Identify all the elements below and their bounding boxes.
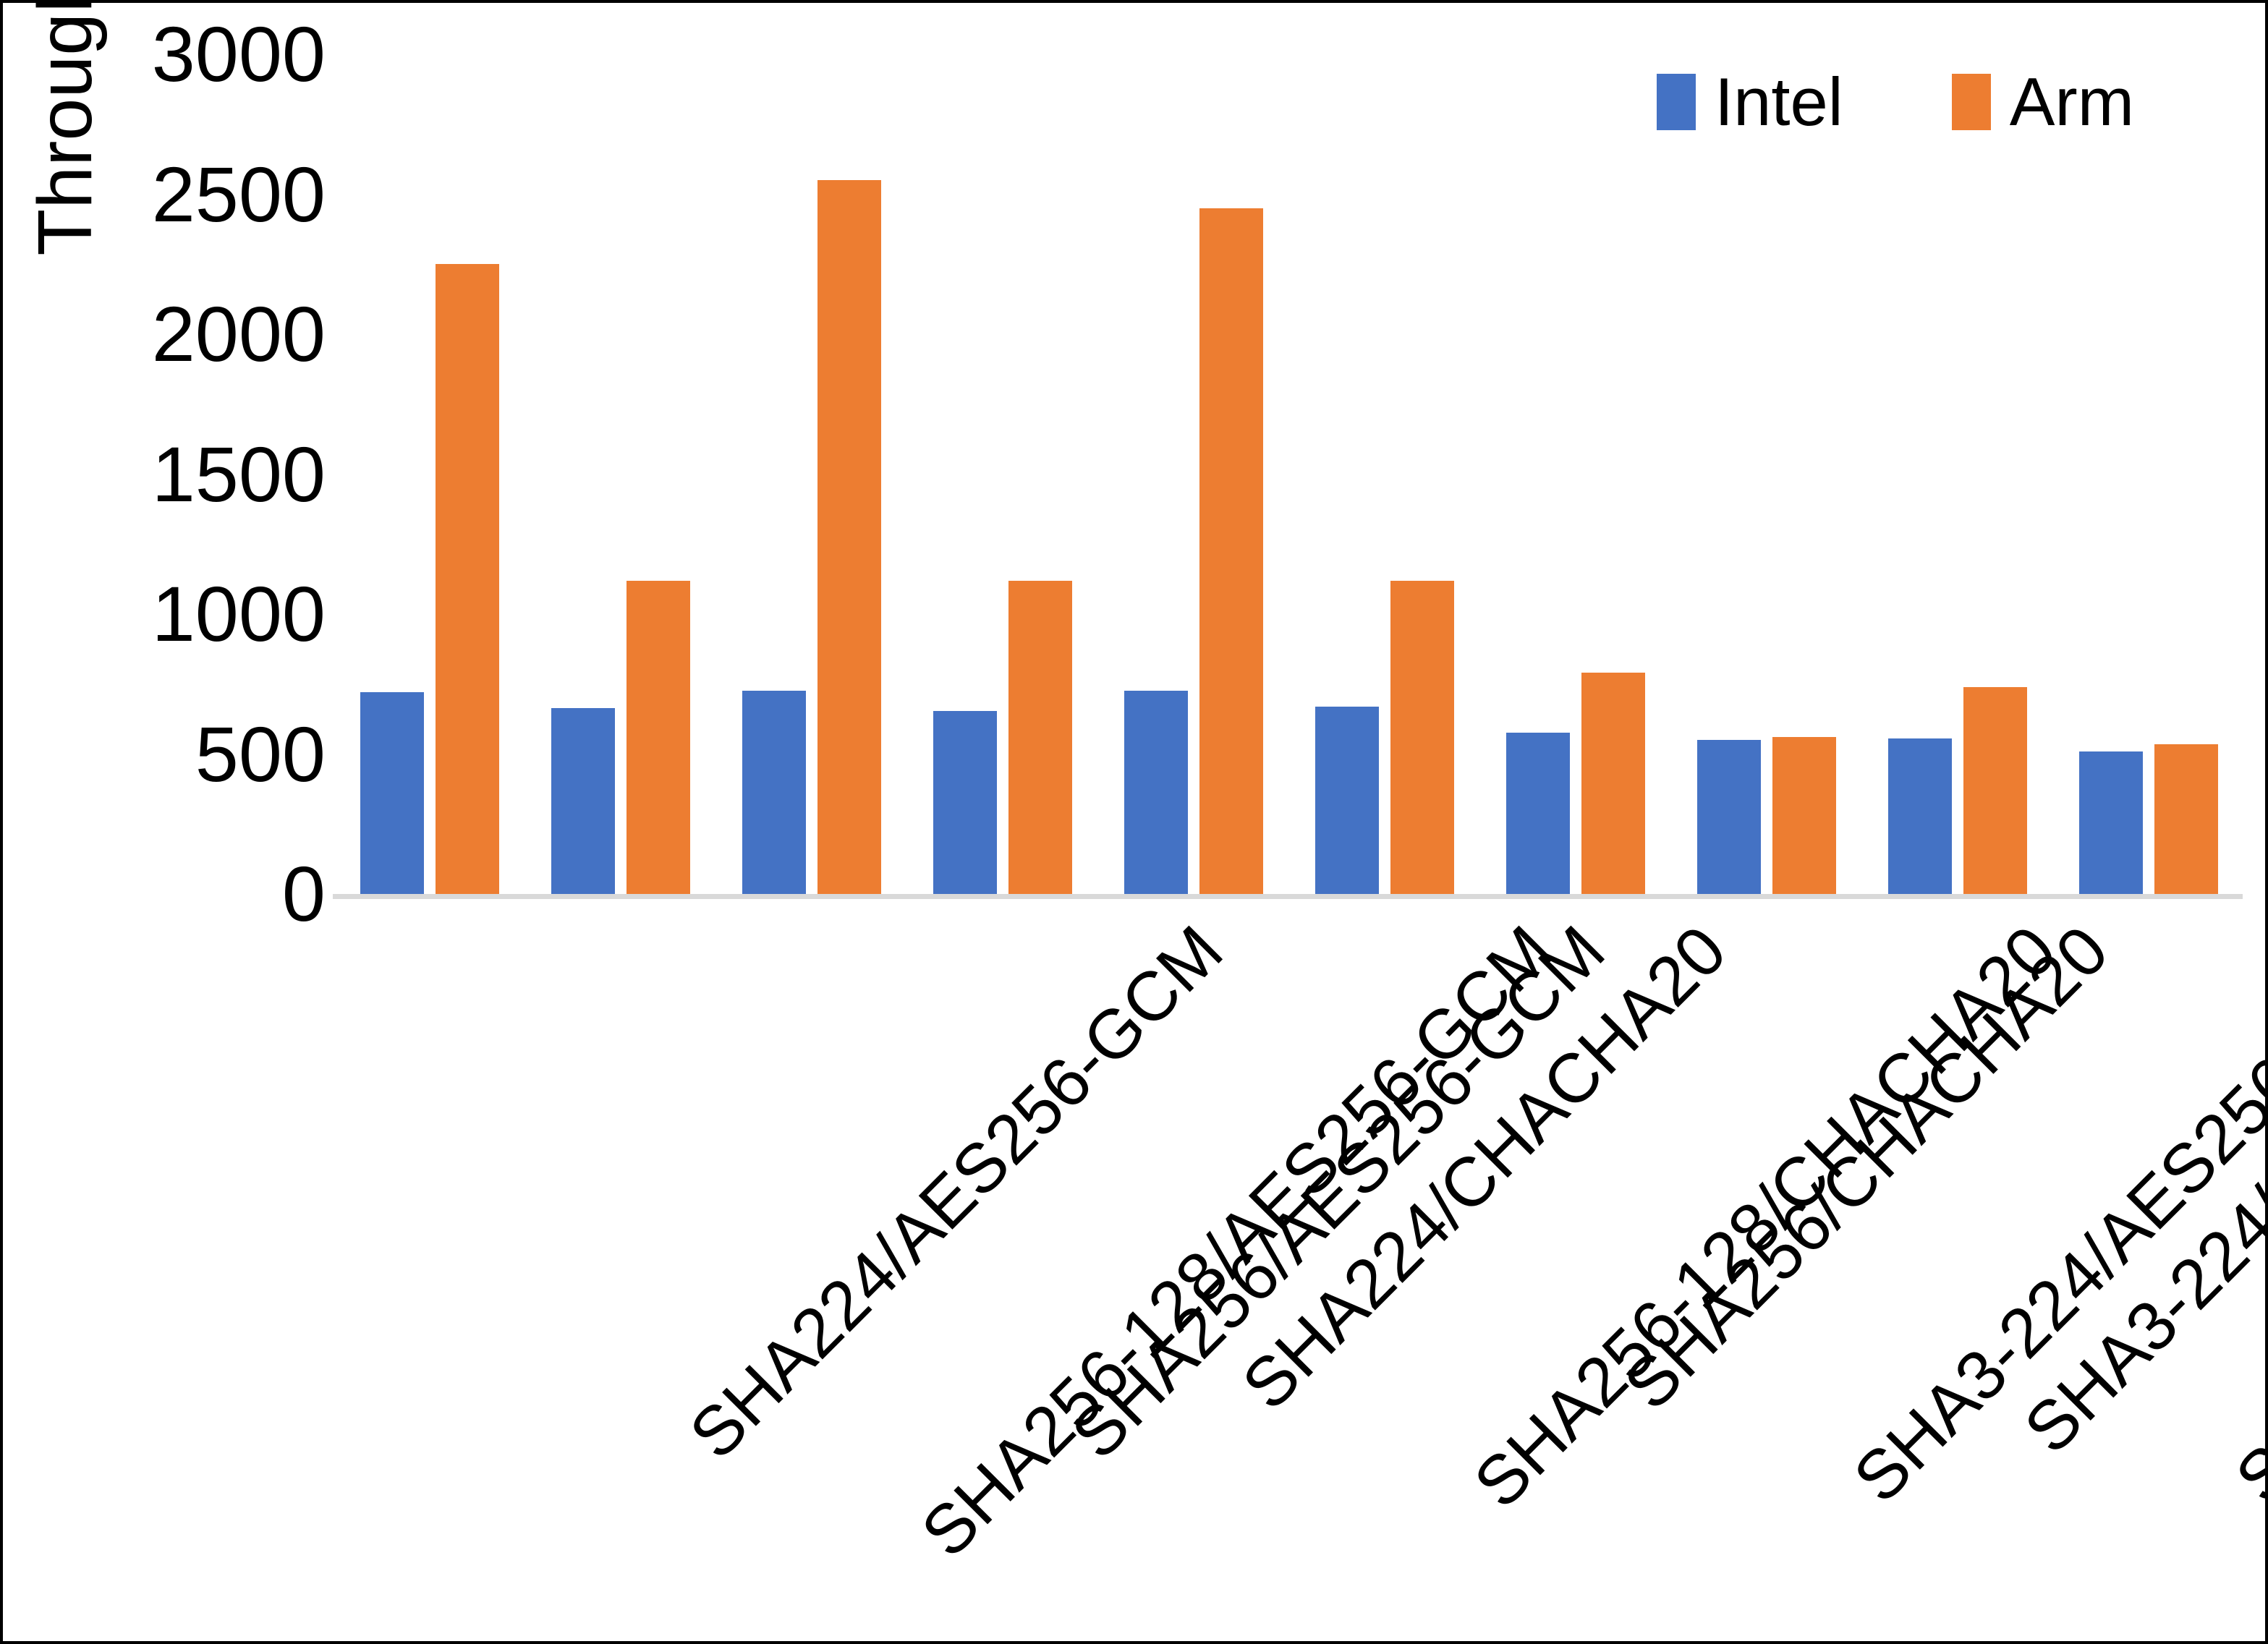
bar-group: [1861, 54, 2052, 894]
bar-arm[interactable]: [436, 264, 499, 894]
bar-arm[interactable]: [1008, 580, 1072, 894]
legend-entry-intel[interactable]: Intel: [1657, 68, 1843, 136]
bar-intel[interactable]: [1506, 733, 1570, 894]
x-axis-tick-labels: SHA224/AES256-GCM SHA256-128/AES256-GCM SH…: [333, 904, 2268, 1627]
legend-label-arm: Arm: [2009, 64, 2134, 140]
bar-intel[interactable]: [1888, 738, 1952, 894]
bar-group: [715, 54, 906, 894]
x-axis-line: [333, 894, 2243, 899]
y-axis-tick-1500: 1500: [151, 430, 326, 518]
bar-group: [1288, 54, 1479, 894]
y-axis-tick-0: 0: [281, 850, 326, 937]
bar-arm[interactable]: [1390, 580, 1454, 894]
bar-intel[interactable]: [2079, 751, 2143, 894]
y-axis-tick-2500: 2500: [151, 150, 326, 238]
legend-label-intel: Intel: [1715, 64, 1843, 140]
y-axis-tick-labels: 3000 2500 2000 1500 1000 500 0: [145, 15, 326, 933]
bar-intel[interactable]: [742, 691, 806, 894]
bar-group: [524, 54, 715, 894]
bar-arm[interactable]: [1581, 673, 1645, 894]
bar-arm[interactable]: [817, 180, 881, 894]
bar-group: [1479, 54, 1670, 894]
bar-group: [1670, 54, 1861, 894]
chart-legend: Intel Arm: [1657, 62, 2134, 142]
bar-intel[interactable]: [933, 710, 997, 894]
y-axis-tick-500: 500: [195, 710, 326, 798]
bar-intel[interactable]: [1315, 706, 1379, 894]
bar-intel[interactable]: [551, 707, 615, 894]
bar-arm[interactable]: [1963, 686, 2027, 894]
square-swatch-icon-intel: [1657, 74, 1696, 130]
y-axis-tick-3000: 3000: [151, 10, 326, 98]
bar-intel[interactable]: [360, 692, 424, 894]
plot-area: [333, 54, 2243, 899]
y-axis-tick-1000: 1000: [151, 570, 326, 657]
bar-intel[interactable]: [1697, 740, 1761, 894]
square-swatch-icon-arm: [1951, 74, 1991, 130]
bar-group: [333, 54, 524, 894]
bar-arm[interactable]: [627, 580, 690, 894]
bar-arm[interactable]: [1772, 737, 1836, 894]
bar-group: [2052, 54, 2243, 894]
bar-arm[interactable]: [1199, 208, 1263, 894]
bar-arm[interactable]: [2154, 744, 2218, 894]
y-axis-title: Throughput (MiB/s): [7, 0, 123, 256]
legend-entry-arm[interactable]: Arm: [1951, 64, 2134, 140]
bar-group: [906, 54, 1097, 894]
y-axis-tick-2000: 2000: [151, 290, 326, 378]
bar-intel[interactable]: [1124, 691, 1188, 894]
bar-group: [1097, 54, 1288, 894]
